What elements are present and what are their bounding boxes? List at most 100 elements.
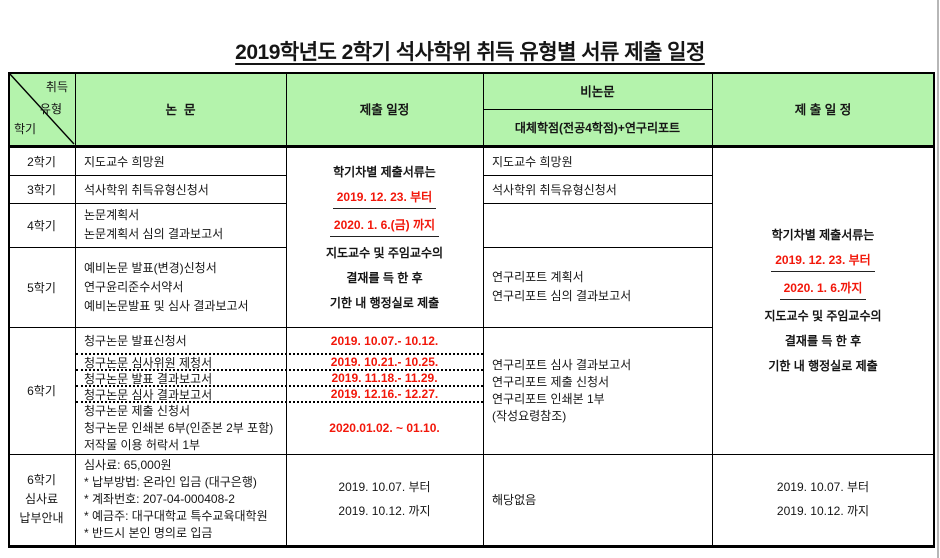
- thesis-date-sem6-sub4: 2019. 12.16.- 12.27.: [330, 387, 439, 401]
- row-line-sem5: [8, 327, 713, 328]
- header-non-thesis-sub: 대체학점(전공4학점)+연구리포트: [514, 120, 681, 135]
- nonthesis-schedule-note-line1: 학기차별 제출서류는: [771, 228, 875, 242]
- thesis-date-sem6-sub2: 2019. 10.21.- 10.25.: [330, 355, 439, 369]
- table-border-right: [933, 72, 935, 548]
- thesis-date-sem6-sub3: 2019. 11.18.- 11.29.: [331, 371, 438, 385]
- table-border-bottom: [8, 545, 935, 548]
- nonthesis-doc-sem5-line1: 연구리포트 계획서: [492, 270, 584, 284]
- nonthesis-doc-sem6: 연구리포트 심사 결과보고서 연구리포트 제출 신청서 연구리포트 인쇄본 1부…: [483, 327, 712, 454]
- thesis-doc-sem6-sub2: 청구논문 심사위원 제청서: [84, 355, 213, 370]
- thesis-doc-sem5-line3: 예비논문발표 및 심사 결과보고서: [84, 298, 249, 313]
- thesis-schedule-note-line3: 결재를 득 한 후: [346, 270, 423, 285]
- thesis-date-sem6-sub1: 2019. 10.07.- 10.12.: [330, 333, 439, 348]
- term-fee: 6학기 심사료 납부안내: [8, 454, 75, 544]
- nonthesis-schedule-note-line2: 지도교수 및 주임교수의: [764, 309, 882, 323]
- header-bottom-line: [8, 145, 935, 148]
- nonthesis-schedule-note: 학기차별 제출서류는 2019. 12. 23. 부터 2020. 1. 6.까…: [712, 148, 934, 454]
- header-corner-cell: 취득 유형 학기: [8, 72, 75, 145]
- term-sem2: 2학기: [27, 155, 56, 169]
- thesis-doc-sem4-line1: 논문계획서: [84, 208, 140, 222]
- dotted-line-sem6-2: [76, 369, 483, 371]
- thesis-doc-sem6-submit: 청구논문 제출 신청서 청구논문 인쇄본 6부(인준본 2부 포함) 저작물 이…: [75, 402, 286, 454]
- fee-detail-line3: * 계좌번호: 207-04-000408-2: [84, 491, 235, 506]
- table-border-top: [8, 72, 935, 74]
- header-non-thesis-schedule: 제 출 일 정: [794, 103, 852, 117]
- window-edge-line: [937, 0, 939, 558]
- fee-nonthesis-date-from: 2019. 10.07. 부터: [776, 480, 870, 494]
- nonthesis-doc-sem5-line2: 연구리포트 심의 결과보고서: [492, 289, 632, 303]
- nonthesis-doc-sem2: 지도교수 희망원: [492, 155, 573, 169]
- nonthesis-schedule-note-line3: 결재를 득 한 후: [784, 334, 862, 348]
- term-fee-line3: 납부안내: [19, 510, 64, 525]
- thesis-date-sem6-submit: 2020.01.02. ~ 01.10.: [329, 421, 440, 435]
- nonthesis-doc-sem5: 연구리포트 계획서 연구리포트 심의 결과보고서: [483, 247, 712, 327]
- nonthesis-doc-sem3: 석사학위 취득유형신청서: [492, 182, 617, 197]
- nonthesis-doc-sem6-line3: 연구리포트 인쇄본 1부: [492, 391, 605, 406]
- nonthesis-schedule-date-from: 2019. 12. 23. 부터: [771, 252, 875, 272]
- thesis-schedule-note: 학기차별 제출서류는 2019. 12. 23. 부터 2020. 1. 6.(…: [286, 148, 483, 327]
- table-border-left: [8, 72, 10, 548]
- thesis-doc-sem6-sub4: 청구논문 심사 결과보고서: [84, 387, 213, 402]
- thesis-schedule-note-line4: 기한 내 행정실로 제출: [329, 295, 440, 310]
- thesis-doc-sem6-submit-line2: 청구논문 인쇄본 6부(인준본 2부 포함): [84, 420, 274, 435]
- nonthesis-schedule-date-to: 2020. 1. 6.까지: [779, 280, 867, 300]
- fee-thesis-date-from: 2019. 10.07. 부터: [338, 480, 431, 494]
- row-line-sem3-right: [483, 203, 713, 204]
- header-nonthesis-split-line: [483, 109, 712, 110]
- fee-thesis-dates: 2019. 10.07. 부터 2019. 10.12. 까지: [286, 454, 483, 544]
- fee-detail-line2: * 납부방법: 온라인 입금 (대구은행): [84, 474, 257, 489]
- thesis-doc-sem6-sub1: 청구논문 발표신청서: [84, 334, 187, 348]
- corner-label-type: 유형: [39, 102, 62, 116]
- grid-line-col1: [75, 72, 76, 547]
- row-line-sem6: [8, 454, 935, 455]
- nonthesis-schedule-note-line4: 기한 내 행정실로 제출: [768, 359, 878, 373]
- thesis-doc-sem4: 논문계획서 논문계획서 심의 결과보고서: [75, 203, 286, 247]
- thesis-doc-sem4-line2: 논문계획서 심의 결과보고서: [84, 227, 224, 241]
- term-sem5: 5학기: [27, 280, 56, 295]
- thesis-doc-sem5: 예비논문 발표(변경)신청서 연구윤리준수서약서 예비논문발표 및 심사 결과보…: [75, 247, 286, 327]
- term-sem4: 4학기: [27, 218, 56, 233]
- fee-nonthesis-date-to: 2019. 10.12. 까지: [776, 504, 870, 518]
- table-header-background: [8, 72, 935, 145]
- fee-thesis-date-to: 2019. 10.12. 까지: [338, 504, 431, 518]
- document-title: 2019학년도 2학기 석사학위 취득 유형별 서류 제출 일정: [235, 41, 705, 64]
- thesis-doc-sem6-submit-line1: 청구논문 제출 신청서: [84, 403, 191, 418]
- thesis-doc-sem6-sub3: 청구논문 발표 결과보고서: [84, 371, 213, 386]
- row-line-sem4-right: [483, 247, 713, 248]
- fee-detail-line4: * 예금주: 대구대학교 특수교육대학원: [84, 508, 268, 523]
- fee-nonthesis-dates: 2019. 10.07. 부터 2019. 10.12. 까지: [712, 454, 934, 544]
- term-fee-line2: 심사료: [24, 491, 59, 506]
- row-line-sem3-left: [8, 203, 287, 204]
- corner-label-acquire: 취득: [45, 80, 68, 94]
- fee-detail-line5: * 반드시 본인 명의로 입금: [84, 525, 213, 540]
- thesis-doc-sem5-line2: 연구윤리준수서약서: [84, 279, 184, 294]
- grid-line-col2: [286, 72, 287, 547]
- thesis-schedule-date-from: 2019. 12. 23. 부터: [332, 189, 437, 209]
- fee-nonthesis-value: 해당없음: [492, 492, 537, 507]
- corner-diagonal-line: [8, 72, 75, 145]
- dotted-line-sem6-1: [76, 353, 483, 355]
- grid-line-col3: [483, 72, 484, 547]
- dotted-line-sem6-3: [76, 385, 483, 387]
- thesis-schedule-note-line1: 학기차별 제출서류는: [333, 164, 436, 179]
- header-thesis: 논 문: [165, 103, 196, 117]
- fee-detail-line1: 심사료: 65,000원: [84, 457, 172, 472]
- thesis-schedule-date-to: 2020. 1. 6.(금) 까지: [329, 217, 440, 237]
- thesis-doc-sem6-submit-line3: 저작물 이용 허락서 1부: [84, 437, 201, 452]
- dotted-line-sem6-4: [76, 401, 483, 403]
- thesis-doc-sem3: 석사학위 취득유형신청서: [84, 182, 209, 197]
- thesis-doc-sem2: 지도교수 희망원: [84, 155, 165, 169]
- row-line-sem2-right: [483, 175, 713, 176]
- grid-line-col4: [712, 72, 713, 547]
- fee-details: 심사료: 65,000원 * 납부방법: 온라인 입금 (대구은행) * 계좌번…: [75, 454, 286, 544]
- row-line-sem2-left: [8, 175, 287, 176]
- nonthesis-doc-sem6-line4: (작성요령참조): [492, 408, 567, 423]
- thesis-doc-sem5-line1: 예비논문 발표(변경)신청서: [84, 260, 217, 275]
- corner-label-term: 학기: [14, 122, 37, 136]
- nonthesis-doc-sem6-line2: 연구리포트 제출 신청서: [492, 374, 610, 389]
- header-non-thesis: 비논문: [580, 85, 615, 99]
- nonthesis-doc-sem6-line1: 연구리포트 심사 결과보고서: [492, 357, 632, 372]
- term-sem6: 6학기: [27, 384, 56, 398]
- term-fee-line1: 6학기: [27, 472, 56, 487]
